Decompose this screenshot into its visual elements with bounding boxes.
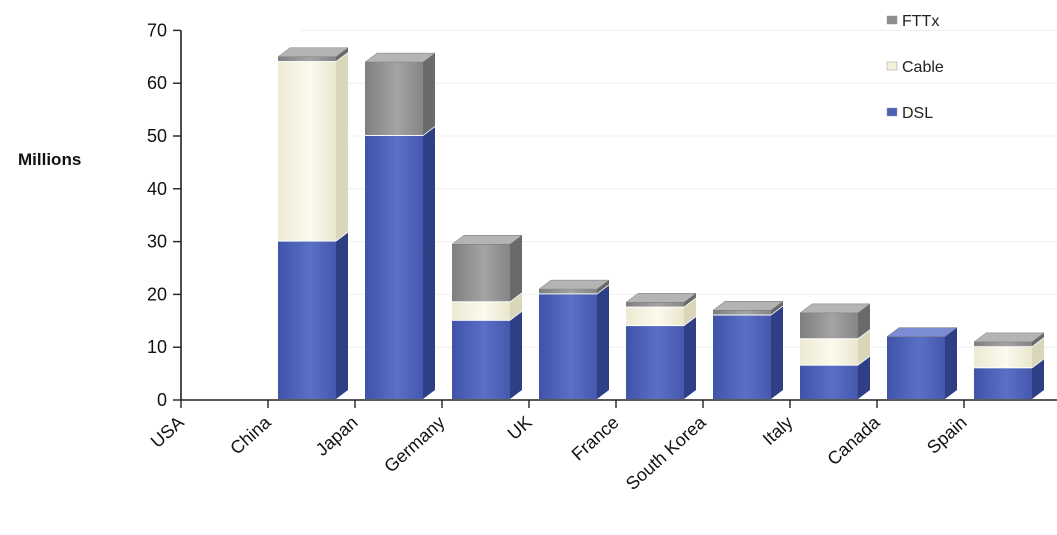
bar-side-france-fttx [684, 293, 696, 307]
bar-group-japan [364, 52, 436, 399]
y-tick-label: 0 [157, 390, 167, 410]
x-tick-label-south-korea: South Korea [622, 411, 710, 493]
bar-group-spain [973, 332, 1045, 399]
bar-side-spain-fttx [1032, 332, 1044, 347]
bar-uk-fttx [539, 289, 597, 294]
bar-france-dsl [626, 326, 684, 399]
legend-label-dsl: DSL [902, 105, 933, 122]
bar-group-canada [886, 327, 958, 399]
bar-south-korea-dsl [713, 315, 771, 399]
bar-side-italy-cable [858, 330, 870, 365]
bar-side-italy-fttx [858, 303, 870, 339]
bar-france-cable [626, 307, 684, 326]
bar-spain-fttx [974, 341, 1032, 347]
bar-group-uk [538, 279, 610, 399]
y-tick-label: 60 [147, 73, 167, 93]
bar-group-south-korea [712, 300, 784, 399]
bar-germany-cable [452, 302, 510, 320]
bar-group-china [277, 47, 349, 399]
legend-label-fttx: FTTx [902, 13, 939, 30]
bar-side-spain-dsl [1032, 359, 1044, 399]
legend-item-fttx: FTTx [886, 13, 939, 30]
bar-japan-dsl [365, 136, 423, 399]
legend-swatch-cable [886, 61, 898, 71]
bar-side-germany-dsl [510, 311, 522, 399]
bars [277, 47, 1045, 399]
y-tick-label: 50 [147, 126, 167, 146]
bar-top-china [277, 47, 349, 58]
bar-top-germany [451, 234, 523, 245]
x-tick-label-germany: Germany [380, 412, 448, 476]
bar-group-germany [451, 234, 523, 399]
bar-side-canada-dsl [945, 327, 957, 399]
bar-top-france [625, 293, 697, 303]
bar-japan-fttx [365, 62, 423, 135]
bar-top-canada [886, 327, 958, 337]
y-tick-label: 40 [147, 179, 167, 199]
bar-top-japan [364, 52, 436, 63]
bar-side-uk-dsl [597, 285, 609, 399]
x-tick-label-china: China [226, 411, 275, 458]
bar-side-france-cable [684, 298, 696, 326]
x-tick-label-france: France [568, 412, 623, 464]
bar-spain-cable [974, 347, 1032, 368]
bar-top-spain [973, 332, 1045, 343]
bar-group-italy [799, 303, 871, 399]
legend-item-cable: Cable [886, 59, 944, 76]
bar-side-italy-dsl [858, 356, 870, 399]
bar-top-uk [538, 279, 610, 290]
bar-italy-cable [800, 339, 858, 365]
bar-top-italy [799, 303, 871, 314]
bar-south-korea-fttx [713, 310, 771, 315]
x-tick-label-spain: Spain [923, 412, 971, 458]
bar-side-spain-cable [1032, 338, 1044, 368]
legend-label-cable: Cable [902, 59, 944, 76]
x-tick-label-uk: UK [504, 412, 536, 444]
x-tick-label-usa: USA [147, 412, 188, 452]
legend: FTTx Cable DSL [886, 13, 944, 122]
y-tick-label: 10 [147, 337, 167, 357]
bar-side-uk-fttx [597, 280, 609, 294]
legend-item-dsl: DSL [886, 105, 933, 122]
bar-china-fttx [278, 56, 336, 62]
bar-germany-dsl [452, 320, 510, 399]
y-axis-label: Millions [18, 150, 81, 169]
bar-italy-fttx [800, 312, 858, 339]
y-tick-label: 20 [147, 284, 167, 304]
bar-side-japan-fttx [423, 53, 435, 135]
legend-swatch-fttx [886, 15, 898, 25]
bar-germany-fttx [452, 244, 510, 302]
bar-side-south-korea-dsl [771, 306, 783, 399]
bar-side-japan-dsl [423, 127, 435, 399]
y-tick-label: 70 [147, 20, 167, 40]
bar-spain-dsl [974, 368, 1032, 399]
x-tick-label-italy: Italy [759, 412, 797, 449]
bar-top-south-korea [712, 300, 784, 311]
bar-side-south-korea-fttx [771, 301, 783, 315]
bar-side-china-fttx [336, 47, 348, 62]
bar-group-france [625, 293, 697, 399]
bar-side-china-dsl [336, 232, 348, 399]
bar-side-germany-cable [510, 293, 522, 320]
bar-china-cable [278, 62, 336, 241]
y-tick-label: 30 [147, 232, 167, 252]
bar-italy-dsl [800, 365, 858, 399]
bar-uk-dsl [539, 294, 597, 399]
x-tick-label-japan: Japan [312, 412, 362, 460]
x-tick-label-canada: Canada [823, 411, 884, 469]
bar-side-china-cable [336, 53, 348, 241]
bar-side-france-dsl [684, 317, 696, 399]
bar-china-dsl [278, 241, 336, 399]
bar-canada-dsl [887, 336, 945, 399]
bar-side-germany-fttx [510, 235, 522, 302]
bar-france-fttx [626, 302, 684, 307]
legend-swatch-dsl [886, 107, 898, 117]
